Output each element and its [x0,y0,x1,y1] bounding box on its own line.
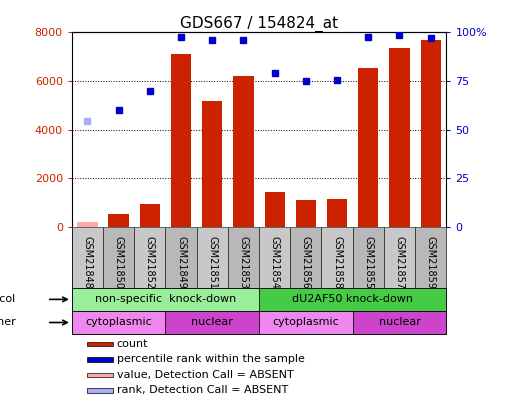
Bar [108,214,129,227]
Bar [322,227,353,288]
Bar [103,227,134,288]
Bar [259,288,446,311]
Bar [259,227,290,288]
Text: GSM21859: GSM21859 [426,236,436,289]
Bar [87,373,113,377]
Text: other: other [0,318,16,328]
Text: GSM21854: GSM21854 [270,236,280,289]
Title: GDS667 / 154824_at: GDS667 / 154824_at [180,16,338,32]
Bar [72,311,165,334]
Text: non-specific  knock-down: non-specific knock-down [95,294,236,305]
Text: protocol: protocol [0,294,16,305]
Text: cytoplasmic: cytoplasmic [85,318,152,328]
Bar [327,199,347,227]
Text: percentile rank within the sample: percentile rank within the sample [117,354,305,364]
Bar [140,204,160,227]
Bar [353,311,446,334]
Bar [358,68,379,227]
Bar [134,227,165,288]
Bar [295,200,316,227]
Bar [87,357,113,362]
Text: rank, Detection Call = ABSENT: rank, Detection Call = ABSENT [117,385,288,395]
Text: GSM21852: GSM21852 [145,236,155,289]
Text: GSM21853: GSM21853 [239,236,248,289]
Text: GSM21856: GSM21856 [301,236,311,289]
Text: nuclear: nuclear [191,318,233,328]
Text: GSM21850: GSM21850 [114,236,124,289]
Text: GSM21848: GSM21848 [83,236,92,289]
Bar [72,288,259,311]
Bar [265,192,285,227]
Bar [233,76,253,227]
Text: value, Detection Call = ABSENT: value, Detection Call = ABSENT [117,370,293,380]
Bar [87,342,113,346]
Bar [389,48,410,227]
Text: GSM21857: GSM21857 [394,236,404,289]
Text: dU2AF50 knock-down: dU2AF50 knock-down [292,294,413,305]
Bar [290,227,322,288]
Bar [171,54,191,227]
Bar [77,222,97,227]
Bar [196,227,228,288]
Bar [165,311,259,334]
Bar [353,227,384,288]
Text: GSM21858: GSM21858 [332,236,342,289]
Bar [87,388,113,392]
Bar [72,227,103,288]
Bar [228,227,259,288]
Text: GSM21855: GSM21855 [363,236,373,289]
Bar [415,227,446,288]
Bar [259,311,353,334]
Text: GSM21849: GSM21849 [176,236,186,289]
Text: count: count [117,339,148,349]
Bar [421,40,441,227]
Bar [202,100,223,227]
Bar [384,227,415,288]
Text: GSM21851: GSM21851 [207,236,217,289]
Text: nuclear: nuclear [379,318,421,328]
Text: cytoplasmic: cytoplasmic [272,318,339,328]
Bar [165,227,196,288]
